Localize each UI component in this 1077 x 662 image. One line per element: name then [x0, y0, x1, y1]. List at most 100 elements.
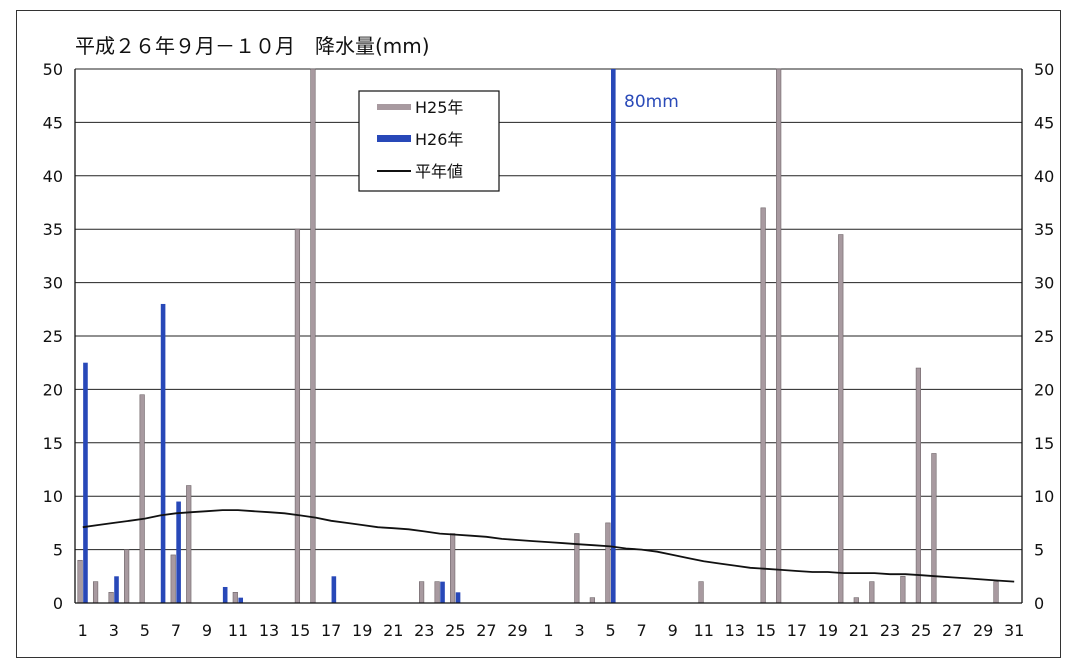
y-tick-right-45: 45 [1034, 113, 1054, 132]
x-tick-30: 31 [1004, 621, 1024, 640]
bar-h25-45 [776, 68, 782, 604]
bar-h25-15 [310, 68, 316, 604]
bar-h25-33 [589, 597, 595, 604]
bar-h26-10 [238, 597, 244, 603]
y-tick-right-15: 15 [1034, 434, 1054, 453]
x-axis-ticks: 1 3 5 7 9 11 13 15 17 19 21 23 25 27 29 1 3 5 7 9 11 13 15 17 19… [78, 621, 1025, 640]
bar-h25-50 [853, 597, 859, 604]
precipitation-chart: 平成２６年９月－１０月 降水量(mm) 05101520253035404550… [43, 34, 1055, 640]
y-tick-left-10: 10 [43, 487, 63, 506]
x-tick-13: 27 [476, 621, 496, 640]
x-tick-9: 19 [352, 621, 372, 640]
bar-h25-51 [869, 581, 875, 604]
x-tick-28: 27 [942, 621, 962, 640]
bar-h26-0 [83, 362, 88, 603]
bar-h25-14 [294, 228, 301, 604]
x-tick-1: 3 [109, 621, 119, 640]
y-tick-left-20: 20 [43, 380, 63, 399]
bar-h25-7 [186, 485, 192, 604]
x-tick-4: 9 [202, 621, 212, 640]
x-tick-3: 7 [171, 621, 181, 640]
y-axis-left-ticks: 0 5 10 15 20 25 30 35 40 45 50 [43, 60, 63, 613]
y-tick-right-25: 25 [1034, 327, 1054, 346]
y-axis-right-ticks: 0 5 10 15 20 25 30 35 40 45 50 [1034, 60, 1054, 613]
legend: H25年 H26年 平年値 [358, 90, 500, 192]
bar-h25-40 [698, 581, 704, 604]
bar-h25-23 [434, 581, 440, 604]
bar-h25-34 [605, 522, 611, 604]
x-tick-11: 23 [414, 621, 434, 640]
x-tick-6: 13 [259, 621, 279, 640]
bar-h26-6 [176, 501, 181, 603]
y-tick-left-30: 30 [43, 274, 63, 293]
x-tick-8: 17 [321, 621, 341, 640]
x-tick-20: 11 [694, 621, 714, 640]
y-tick-left-25: 25 [43, 327, 63, 346]
legend-swatch-h25 [377, 104, 411, 110]
y-tick-left-15: 15 [43, 434, 63, 453]
bar-h25-54 [915, 367, 921, 604]
y-tick-right-30: 30 [1034, 274, 1054, 293]
annotation-80mm: 80mm [624, 92, 679, 112]
y-tick-right-40: 40 [1034, 167, 1054, 186]
x-tick-0: 1 [78, 621, 88, 640]
grid-lines [75, 68, 1022, 551]
y-tick-left-50: 50 [43, 60, 63, 79]
bar-h25-59 [993, 581, 999, 604]
y-tick-left-0: 0 [53, 594, 63, 613]
bar-h25-6 [170, 554, 176, 604]
legend-label-h25: H25年 [415, 98, 463, 117]
bar-h25-55 [931, 453, 937, 604]
y-tick-left-5: 5 [53, 541, 63, 560]
bar-h26-5 [160, 303, 166, 603]
normal-line [82, 509, 1015, 583]
x-tick-12: 25 [445, 621, 465, 640]
x-tick-16: 3 [574, 621, 584, 640]
x-tick-29: 29 [973, 621, 993, 640]
x-tick-14: 29 [507, 621, 527, 640]
y-tick-left-45: 45 [43, 113, 63, 132]
bar-h25-2 [108, 592, 114, 604]
x-tick-22: 15 [756, 621, 776, 640]
x-tick-26: 23 [880, 621, 900, 640]
bar-h25-24 [450, 533, 456, 604]
x-tick-7: 15 [290, 621, 310, 640]
legend-swatch-h26 [377, 135, 411, 142]
y-tick-right-35: 35 [1034, 220, 1054, 239]
x-tick-23: 17 [787, 621, 807, 640]
y-tick-right-10: 10 [1034, 487, 1054, 506]
x-tick-21: 13 [725, 621, 745, 640]
axes [74, 69, 1023, 604]
y-tick-left-40: 40 [43, 167, 63, 186]
bar-h25-0 [77, 559, 83, 604]
y-tick-right-50: 50 [1034, 60, 1054, 79]
bar-h26-2 [114, 576, 119, 603]
bar-h26-9 [222, 586, 228, 603]
bar-h25-1 [92, 581, 99, 604]
x-tick-10: 21 [383, 621, 403, 640]
bar-h25-4 [139, 394, 145, 604]
x-tick-27: 25 [911, 621, 931, 640]
x-tick-18: 7 [637, 621, 647, 640]
y-tick-right-0: 0 [1034, 594, 1044, 613]
bar-h25-49 [838, 234, 844, 604]
bar-h25-3 [124, 549, 130, 604]
y-tick-right-5: 5 [1034, 541, 1044, 560]
legend-label-h26: H26年 [415, 130, 463, 149]
bar-h26-23 [440, 581, 445, 603]
x-tick-24: 19 [818, 621, 838, 640]
chart-title: 平成２６年９月－１０月 降水量(mm) [75, 34, 430, 58]
y-tick-right-20: 20 [1034, 380, 1054, 399]
bar-h25-53 [900, 575, 906, 604]
bar-h26-16 [331, 576, 337, 603]
bar-h25-44 [760, 207, 766, 604]
x-tick-5: 11 [228, 621, 248, 640]
x-tick-25: 21 [849, 621, 869, 640]
chart-frame: 平成２６年９月－１０月 降水量(mm) 0 5 10 15 20 25 30 35 40 45 50… [16, 10, 1061, 658]
bar-h25-10 [232, 592, 238, 604]
legend-label-normal: 平年値 [415, 162, 463, 181]
bar-h25-22 [419, 581, 425, 604]
normal-line-path [82, 509, 1015, 583]
bar-h26-24 [455, 592, 461, 603]
x-tick-19: 9 [668, 621, 678, 640]
